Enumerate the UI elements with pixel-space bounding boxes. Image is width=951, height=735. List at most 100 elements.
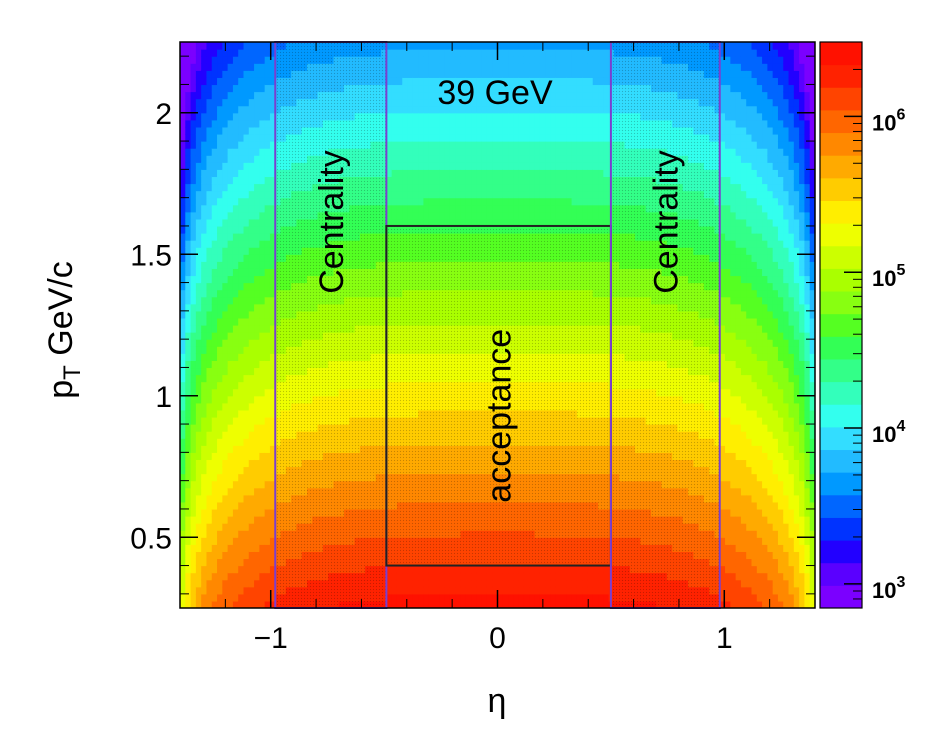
heatmap-cell [434, 134, 440, 142]
heatmap-cell [397, 84, 403, 92]
heatmap-cell [185, 219, 191, 227]
heatmap-cell [429, 566, 435, 574]
heatmap-cell [191, 467, 197, 475]
heatmap-cell [471, 169, 477, 177]
heatmap-cell [482, 113, 488, 121]
heatmap-cell [397, 42, 403, 50]
heatmap-cell [206, 49, 212, 57]
heatmap-cell [201, 474, 207, 482]
heatmap-cell [429, 176, 435, 184]
heatmap-cell [471, 566, 477, 574]
heatmap-cell [191, 417, 197, 425]
heatmap-cell [196, 155, 202, 163]
heatmap-cell [249, 113, 255, 121]
heatmap-cell [206, 481, 212, 489]
heatmap-cell [265, 488, 271, 496]
heatmap-cell [196, 566, 202, 574]
heatmap-cell [206, 261, 212, 269]
heatmap-cell [196, 360, 202, 368]
heatmap-cell [265, 467, 271, 475]
heatmap-cell [476, 141, 482, 149]
heatmap-cell [222, 438, 228, 446]
heatmap-cell [259, 594, 265, 602]
heatmap-cell [254, 155, 260, 163]
heatmap-cell [201, 459, 207, 467]
heatmap-cell [244, 523, 250, 531]
heatmap-cell [397, 49, 403, 57]
heatmap-cell [228, 84, 234, 92]
heatmap-cell [201, 120, 207, 128]
heatmap-cell [196, 353, 202, 361]
heatmap-cell [429, 573, 435, 581]
heatmap-cell [265, 226, 271, 234]
heatmap-cell [413, 580, 419, 588]
heatmap-cell [265, 474, 271, 482]
heatmap-cell [201, 360, 207, 368]
heatmap-cell [392, 205, 398, 213]
heatmap-cell [254, 474, 260, 482]
heatmap-cell [217, 580, 223, 588]
heatmap-cell [259, 523, 265, 531]
heatmap-cell [265, 558, 271, 566]
heatmap-cell [222, 283, 228, 291]
heatmap-cell [191, 403, 197, 411]
heatmap-cell [185, 481, 191, 489]
heatmap-cell [191, 516, 197, 524]
heatmap-cell [434, 594, 440, 602]
heatmap-cell [196, 396, 202, 404]
heatmap-cell [259, 120, 265, 128]
heatmap-cell [196, 325, 202, 333]
heatmap-cell [418, 162, 424, 170]
heatmap-cell [259, 283, 265, 291]
heatmap-cell [249, 339, 255, 347]
heatmap-cell [201, 488, 207, 496]
heatmap-cell [434, 184, 440, 192]
heatmap-cell [402, 141, 408, 149]
heatmap-cell [206, 233, 212, 241]
heatmap-cell [254, 304, 260, 312]
heatmap-cell [206, 459, 212, 467]
heatmap-cell [228, 375, 234, 383]
heatmap-cell [191, 502, 197, 510]
heatmap-cell [455, 184, 461, 192]
heatmap-cell [217, 191, 223, 199]
heatmap-cell [265, 367, 271, 375]
heatmap-cell [413, 573, 419, 581]
heatmap-cell [233, 205, 239, 213]
heatmap-cell [492, 566, 498, 574]
heatmap-cell [233, 537, 239, 545]
heatmap-cell [244, 544, 250, 552]
heatmap-cell [249, 396, 255, 404]
heatmap-cell [460, 191, 466, 199]
heatmap-cell [259, 155, 265, 163]
heatmap-cell [217, 544, 223, 552]
heatmap-cell [487, 120, 493, 128]
heatmap-cell [265, 162, 271, 170]
heatmap-cell [249, 56, 255, 64]
heatmap-cell [206, 452, 212, 460]
heatmap-cell [191, 63, 197, 71]
heatmap-cell [228, 219, 234, 227]
heatmap-cell [254, 573, 260, 581]
heatmap-cell [233, 106, 239, 114]
heatmap-cell [487, 113, 493, 121]
heatmap-cell [185, 467, 191, 475]
heatmap-cell [482, 566, 488, 574]
heatmap-cell [238, 502, 244, 510]
heatmap-cell [423, 212, 429, 220]
heatmap-cell [228, 226, 234, 234]
heatmap-cell [201, 332, 207, 340]
heatmap-cell [244, 63, 250, 71]
heatmap-cell [418, 587, 424, 595]
heatmap-cell [185, 396, 191, 404]
heatmap-cell [408, 155, 414, 163]
heatmap-cell [222, 346, 228, 354]
heatmap-cell [254, 169, 260, 177]
heatmap-cell [201, 290, 207, 298]
heatmap-cell [222, 467, 228, 475]
heatmap-cell [498, 63, 504, 71]
heatmap-cell [503, 191, 509, 199]
heatmap-cell [228, 438, 234, 446]
heatmap-cell [492, 573, 498, 581]
heatmap-cell [408, 148, 414, 156]
